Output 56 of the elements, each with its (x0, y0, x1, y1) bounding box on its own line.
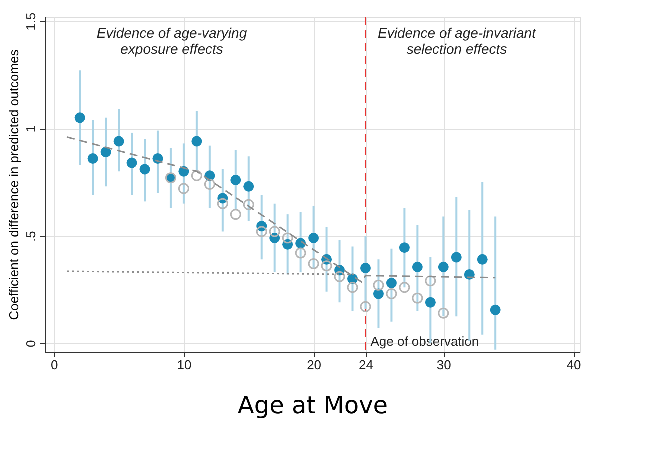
point (386, 278, 397, 289)
point (74, 112, 86, 124)
y-tick-label: 1 (24, 126, 38, 133)
point (126, 158, 138, 168)
point (88, 153, 98, 164)
point (244, 181, 254, 192)
point (438, 308, 450, 319)
y-tick-label: 0 (24, 340, 38, 348)
x-tick-label: 40 (566, 358, 582, 372)
annotation: Evidence of age-varying exposure effects (96, 25, 248, 57)
point (477, 254, 488, 265)
y-axis-title: Coefficient on difference in predicted outcomes (6, 49, 22, 320)
point (217, 198, 228, 210)
annotation: Evidence of age-invariant selection effects (378, 25, 538, 57)
point (243, 199, 254, 210)
point (373, 280, 384, 291)
point (282, 232, 294, 244)
point (230, 209, 242, 220)
point (347, 282, 358, 294)
ref-line-label: Age of observation (370, 334, 480, 349)
y-tick-label: .5 (24, 231, 38, 242)
point (425, 276, 436, 287)
point (412, 262, 423, 272)
point (438, 262, 449, 272)
x-tick-label: 30 (436, 358, 452, 372)
x-axis-title: Age at Move (238, 392, 388, 420)
point (308, 258, 320, 270)
point (100, 147, 112, 158)
x-tick-label: 10 (177, 358, 192, 372)
point (360, 263, 371, 274)
point (230, 174, 242, 186)
y-tick-label: 1.5 (24, 12, 38, 31)
point (360, 301, 372, 312)
point (192, 136, 202, 147)
point (386, 288, 398, 300)
point (204, 179, 216, 190)
x-tick-label: 24 (359, 358, 374, 372)
point (308, 232, 320, 244)
point (269, 226, 280, 238)
line-series (66, 136, 496, 283)
point (114, 136, 124, 147)
point (321, 260, 332, 272)
point (399, 282, 410, 294)
x-tick-label: 20 (307, 358, 322, 372)
point (178, 183, 190, 194)
point (425, 297, 436, 308)
point (490, 304, 501, 316)
point (295, 248, 306, 259)
point (256, 226, 268, 238)
point (334, 271, 346, 282)
point (191, 170, 202, 182)
x-tick-label: 0 (50, 358, 58, 372)
point (412, 292, 424, 304)
point (140, 164, 150, 175)
point (399, 242, 410, 254)
point (451, 252, 462, 263)
